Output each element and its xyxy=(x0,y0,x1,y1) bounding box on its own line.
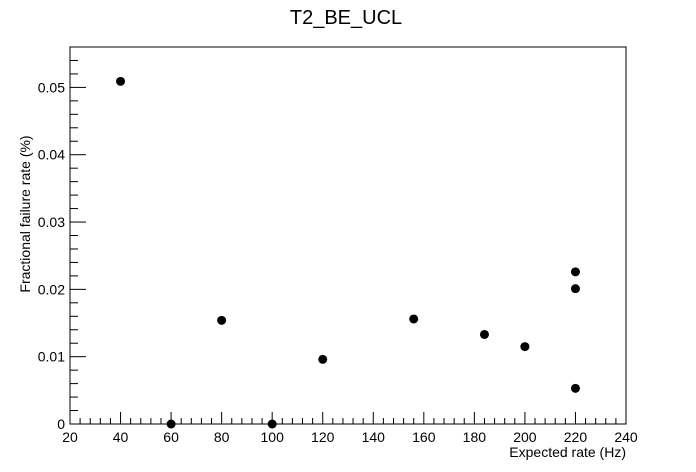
x-tick-label: 220 xyxy=(564,429,588,445)
y-tick-label: 0.01 xyxy=(38,349,65,365)
x-tick-label: 100 xyxy=(261,429,285,445)
y-tick-label: 0.02 xyxy=(38,281,65,297)
x-tick-label: 180 xyxy=(463,429,487,445)
x-tick-label: 40 xyxy=(113,429,129,445)
data-point xyxy=(570,383,580,393)
x-tick-label: 80 xyxy=(214,429,230,445)
data-points xyxy=(116,76,580,429)
data-point xyxy=(479,329,489,339)
data-point xyxy=(267,419,277,429)
x-tick-label: 60 xyxy=(163,429,179,445)
data-point xyxy=(166,419,176,429)
data-point xyxy=(116,76,126,86)
x-tick-label: 240 xyxy=(614,429,638,445)
data-point xyxy=(570,284,580,294)
plot-frame xyxy=(69,46,627,425)
x-axis-label: Expected rate (Hz) xyxy=(509,444,626,460)
data-point xyxy=(520,342,530,352)
data-point xyxy=(217,315,227,325)
y-tick-label: 0 xyxy=(57,416,65,432)
x-tick-label: 20 xyxy=(62,429,78,445)
y-tick-label: 0.05 xyxy=(38,79,65,95)
data-point xyxy=(318,354,328,364)
y-axis-label: Fractional failure rate (%) xyxy=(17,135,33,292)
y-tick-label: 0.04 xyxy=(38,147,65,163)
data-point xyxy=(570,267,580,277)
y-axis: 0 0.01 0.02 0.03 0.04 0.05 xyxy=(38,46,86,432)
x-tick-label: 160 xyxy=(412,429,436,445)
x-axis: 20 40 60 80 100 120 140 160 180 200 220 240 xyxy=(62,412,638,445)
x-tick-label: 120 xyxy=(311,429,335,445)
x-tick-label: 140 xyxy=(362,429,386,445)
data-point xyxy=(409,314,419,324)
y-tick-label: 0.03 xyxy=(38,214,65,230)
chart-title: T2_BE_UCL xyxy=(290,7,402,29)
x-tick-label: 200 xyxy=(513,429,537,445)
